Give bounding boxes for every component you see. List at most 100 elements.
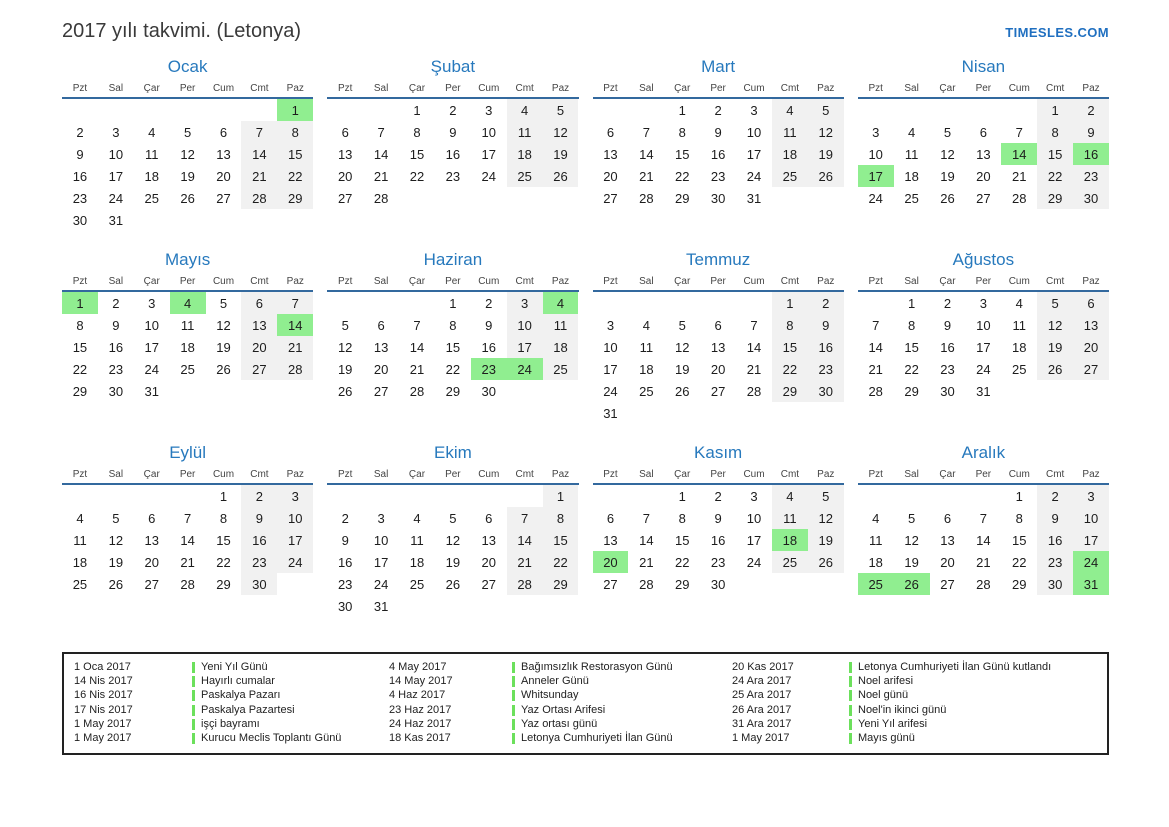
month-days: 1 2 3 4 5 6 7 8 9 10 11 12 13 14 15 16 17 18 19 20 21 22 23 24 2… [62,485,314,595]
brand-link[interactable]: TIMESLES.COM [1005,25,1109,40]
weekday-label: Cum [1008,469,1030,480]
weekday-label: Çar [408,83,426,94]
day-cell: 14 [277,314,314,336]
day-cell: 2 [1073,99,1109,121]
weekday-header-row: Pzt Sal Çar Per Cum Cmt Paz [327,469,579,485]
weekday-label: Cum [212,276,235,287]
day-cell: 19 [674,361,690,377]
day-cell: 10 [976,317,991,333]
month-12: Aralık Pzt Sal Çar Per Cum Cmt Paz 1 2 3 4 5 6 7 8 9 10 11… [857,443,1109,636]
day-cell: 24 [277,551,314,573]
holiday-marker-icon [512,733,515,745]
weekday-label: Cmt [1045,276,1065,287]
day-cell: 3 [606,317,615,333]
holiday-marker-icon [192,718,195,730]
month-11: Kasım Pzt Sal Çar Per Cum Cmt Paz 1 2 3 4 5 6 7 8 9 10 11 1… [592,443,844,636]
day-cell: 11 [868,532,883,548]
day-cell-empty [134,485,170,507]
day-cell: 19 [807,143,844,165]
day-cell: 1 [1037,99,1074,121]
legend-holiday-name: Noel'in ikinci günü [849,704,1099,717]
day-cell: 12 [445,532,461,548]
day-cell: 26 [807,165,844,187]
day-cell: 5 [807,485,844,507]
day-cell-empty [664,402,700,424]
day-cell: 6 [148,510,156,526]
weekday-label: Cmt [1045,469,1065,480]
day-cell: 17 [1073,529,1109,551]
day-cell: 17 [108,168,124,184]
day-cell: 11 [1012,317,1027,333]
day-cell: 1 [1015,488,1023,504]
legend-date: 23 Haz 2017 [389,703,452,716]
weekday-label: Cum [478,469,500,480]
day-cell: 12 [542,121,579,143]
weekday-label: Sal [904,83,919,94]
day-cell: 4 [872,510,880,526]
day-cell: 3 [277,485,314,507]
holiday-marker-icon [849,704,852,716]
day-cell: 11 [144,146,159,162]
day-cell-empty [277,380,313,402]
weekday-label: Per [445,469,461,480]
day-cell: 8 [542,507,579,529]
day-cell: 1 [449,295,457,311]
day-cell: 13 [940,532,955,548]
holiday-marker-icon [512,718,515,730]
day-cell: 7 [241,121,278,143]
day-cell: 12 [940,146,955,162]
day-cell: 22 [542,551,579,573]
day-cell: 25 [904,190,919,206]
day-cell: 5 [1037,292,1074,314]
day-cell: 14 [868,339,883,355]
day-cell: 25 [771,551,808,573]
day-cell: 15 [409,146,425,162]
day-cell: 20 [1073,336,1109,358]
legend-holiday-name: Paskalya Pazartesi [192,704,389,717]
day-cell: 24 [108,190,124,206]
weekday-label: Paz [286,276,304,287]
legend-date: 31 Ara 2017 [732,717,792,730]
day-cell-empty [327,292,363,314]
day-cell: 21 [868,361,883,377]
month-2: Şubat Pzt Sal Çar Per Cum Cmt Paz 1 2 3 4 5 6 7 8 9 10 11 1… [327,57,579,250]
day-cell: 17 [976,339,991,355]
day-cell: 9 [1073,121,1109,143]
day-cell: 13 [337,146,353,162]
holiday-marker-icon [192,662,195,674]
day-cell: 13 [144,532,159,548]
weekday-label: Pzt [337,276,353,287]
day-cell: 4 [907,124,916,140]
day-cell: 27 [976,190,991,206]
day-cell: 6 [341,124,349,140]
weekday-label: Sal [639,469,654,480]
weekday-header-row: Pzt Sal Çar Per Cum Cmt Paz [62,469,314,485]
day-cell: 16 [337,554,353,570]
weekday-label: Pzt [868,276,883,287]
weekday-label: Cmt [515,469,534,480]
day-cell: 3 [148,295,156,311]
day-cell: 5 [449,510,457,526]
day-cell: 21 [373,168,389,184]
day-cell-empty [241,380,277,402]
weekday-label: Cmt [515,83,534,94]
day-cell: 29 [216,576,231,592]
day-cell-empty [894,485,930,507]
weekday-label: Per [179,276,196,287]
weekday-label: Çar [143,276,160,287]
day-cell: 5 [112,510,120,526]
day-cell: 28 [976,576,991,592]
weekday-label: Sal [904,469,919,480]
day-cell: 11 [639,339,654,355]
weekday-label: Paz [551,469,570,480]
month-title: Mayıs [164,250,211,269]
day-cell: 13 [373,339,389,355]
day-cell: 4 [542,292,579,314]
day-cell: 4 [642,317,650,333]
weekday-label: Paz [551,83,570,94]
day-cell: 25 [506,165,543,187]
weekday-label: Çar [939,83,956,94]
day-cell-empty [134,99,170,121]
day-cell: 23 [940,361,955,377]
day-cell: 11 [180,317,195,333]
